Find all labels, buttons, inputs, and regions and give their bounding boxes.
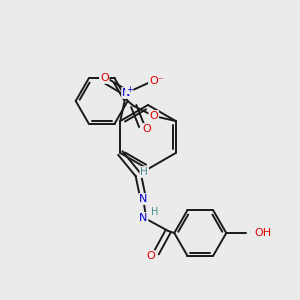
Text: O: O: [142, 124, 151, 134]
Text: H: H: [151, 207, 158, 217]
Text: +: +: [126, 85, 133, 94]
Text: O: O: [149, 111, 158, 121]
Text: N: N: [139, 194, 148, 204]
Text: H: H: [140, 167, 148, 177]
Text: N: N: [122, 88, 130, 98]
Text: OH: OH: [254, 228, 272, 238]
Text: O⁻: O⁻: [149, 76, 164, 86]
Text: O: O: [100, 73, 109, 83]
Text: O: O: [146, 251, 155, 261]
Text: N: N: [139, 213, 148, 223]
